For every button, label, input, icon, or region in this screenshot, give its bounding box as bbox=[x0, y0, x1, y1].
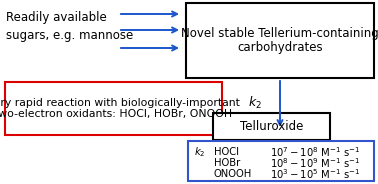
FancyBboxPatch shape bbox=[5, 82, 222, 135]
Text: $10^7 - 10^8$ M$^{-1}$ s$^{-1}$: $10^7 - 10^8$ M$^{-1}$ s$^{-1}$ bbox=[270, 145, 360, 159]
Text: Readily available: Readily available bbox=[6, 11, 107, 24]
Text: $k_2$: $k_2$ bbox=[248, 95, 262, 111]
Text: HOBr: HOBr bbox=[214, 158, 240, 168]
FancyBboxPatch shape bbox=[188, 141, 374, 181]
Text: $10^8 - 10^9$ M$^{-1}$ s$^{-1}$: $10^8 - 10^9$ M$^{-1}$ s$^{-1}$ bbox=[270, 156, 360, 170]
Text: HOCl: HOCl bbox=[214, 147, 239, 157]
Text: Telluroxide: Telluroxide bbox=[240, 120, 303, 133]
Text: sugars, e.g. mannose: sugars, e.g. mannose bbox=[6, 29, 133, 43]
Text: ONOOH: ONOOH bbox=[214, 169, 252, 179]
Text: Novel stable Tellerium-containing
carbohydrates: Novel stable Tellerium-containing carboh… bbox=[181, 26, 378, 54]
FancyBboxPatch shape bbox=[186, 3, 374, 78]
Text: $k_2$: $k_2$ bbox=[194, 145, 206, 159]
Text: Very rapid reaction with biologically-important
two-electron oxidants: HOCl, HOB: Very rapid reaction with biologically-im… bbox=[0, 98, 240, 119]
FancyBboxPatch shape bbox=[213, 113, 330, 140]
Text: $10^3 - 10^5$ M$^{-1}$ s$^{-1}$: $10^3 - 10^5$ M$^{-1}$ s$^{-1}$ bbox=[270, 167, 360, 181]
